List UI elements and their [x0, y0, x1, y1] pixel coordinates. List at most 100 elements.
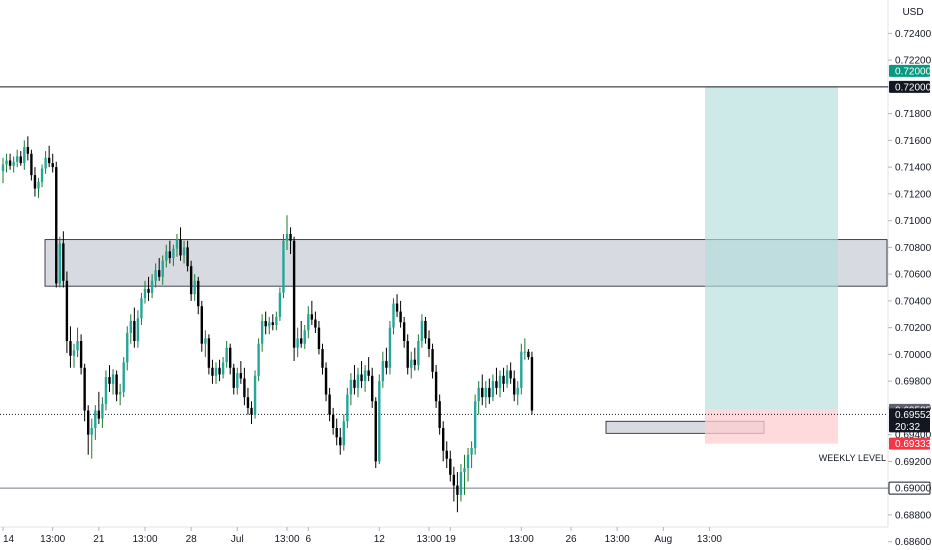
candle [72, 343, 76, 368]
candle [94, 405, 97, 440]
time-tick-label: 13:00 [40, 534, 65, 545]
candle [328, 387, 331, 422]
candle [282, 234, 285, 299]
chart-plot-area [0, 0, 889, 528]
candle-body [218, 367, 221, 375]
candle-body [307, 314, 310, 331]
loss-area[interactable] [705, 409, 838, 444]
candle [189, 260, 193, 301]
candle-body [122, 362, 125, 392]
candle-body [513, 378, 516, 395]
price-tick-label: 0.69800 [895, 377, 932, 388]
candle [26, 136, 30, 161]
price-tag-bg [889, 408, 930, 433]
candle [431, 343, 434, 379]
price-tag-level: 0.72000 [889, 80, 932, 93]
candle [509, 362, 512, 384]
candle-body [381, 361, 385, 382]
candle [268, 316, 271, 335]
candle-body [246, 397, 250, 408]
candle-body [243, 378, 246, 398]
candle [438, 394, 441, 435]
candle-body [118, 391, 122, 395]
price-tag-sl: 0.69333 [889, 437, 932, 450]
candle [108, 365, 111, 392]
candle-body [19, 156, 22, 164]
candle-body [51, 163, 54, 168]
candle [5, 153, 8, 173]
candle [374, 397, 377, 469]
candle-body [282, 240, 285, 293]
candle [115, 370, 118, 402]
candle [200, 300, 203, 352]
candle-body [158, 270, 161, 277]
candle [413, 347, 416, 371]
candle [76, 327, 79, 358]
candle-body [292, 240, 296, 348]
price-tag-value: 0.72000 [895, 82, 932, 93]
candle-body [527, 351, 530, 358]
price-tick-label: 0.71200 [895, 189, 932, 200]
candle [417, 334, 420, 371]
candle-body [427, 338, 431, 350]
candle [410, 351, 413, 379]
candle-body [72, 350, 76, 356]
candle-body [378, 381, 381, 462]
candle [442, 421, 445, 462]
candle [427, 330, 431, 358]
candle-body [23, 147, 26, 164]
candle-body [516, 387, 519, 395]
candle [292, 236, 296, 362]
candle-body [275, 316, 278, 325]
price-tick-label: 0.68600 [895, 537, 932, 548]
candle-body [410, 359, 413, 368]
candle [445, 441, 448, 469]
candle [58, 236, 61, 288]
candle-body [165, 251, 168, 261]
candle-body [168, 251, 172, 259]
candle-body [402, 322, 406, 342]
candle-body [250, 407, 253, 415]
candle-body [417, 341, 420, 366]
candle [214, 362, 218, 384]
long-position-tool[interactable] [705, 86, 838, 444]
candle-body [253, 375, 257, 415]
price-tag-value: 0.72000 [895, 66, 932, 77]
candle [346, 387, 349, 428]
candle [101, 397, 104, 428]
candle [360, 361, 363, 388]
profit-area[interactable] [705, 86, 838, 410]
candle-body [449, 458, 452, 475]
candle-body [271, 322, 274, 325]
candle [378, 374, 381, 465]
candle-body [356, 374, 360, 388]
price-axis[interactable]: USD 0.724000.722000.720000.718000.716000… [888, 7, 932, 548]
candle [491, 374, 495, 402]
candle-body [204, 338, 207, 344]
candle [363, 365, 367, 392]
candle-body [296, 338, 299, 348]
candle [197, 276, 200, 315]
candle [65, 271, 69, 354]
candle-body [488, 387, 491, 398]
candle [321, 343, 324, 375]
candle-body [55, 167, 58, 284]
candle [523, 338, 527, 360]
candle [111, 369, 115, 395]
time-axis[interactable]: 14 13:00 21 13:00 28 Jul 13:00 6 12 13:00 19 13:00 2… [2, 527, 722, 545]
time-tick-label: 28 [186, 534, 198, 545]
candle-body [363, 370, 367, 382]
candle [317, 320, 321, 355]
candle [122, 357, 125, 398]
time-tick-label: Jul [231, 534, 244, 545]
candle [513, 370, 516, 402]
candle-body [324, 367, 328, 395]
candle [307, 306, 310, 339]
candle [300, 320, 303, 348]
price-tag-countdown: 20:32 [895, 422, 920, 433]
candle-body [179, 239, 182, 256]
price-tick-label: 0.68800 [895, 510, 932, 521]
candle-body [30, 153, 33, 176]
candle-body [221, 362, 225, 375]
